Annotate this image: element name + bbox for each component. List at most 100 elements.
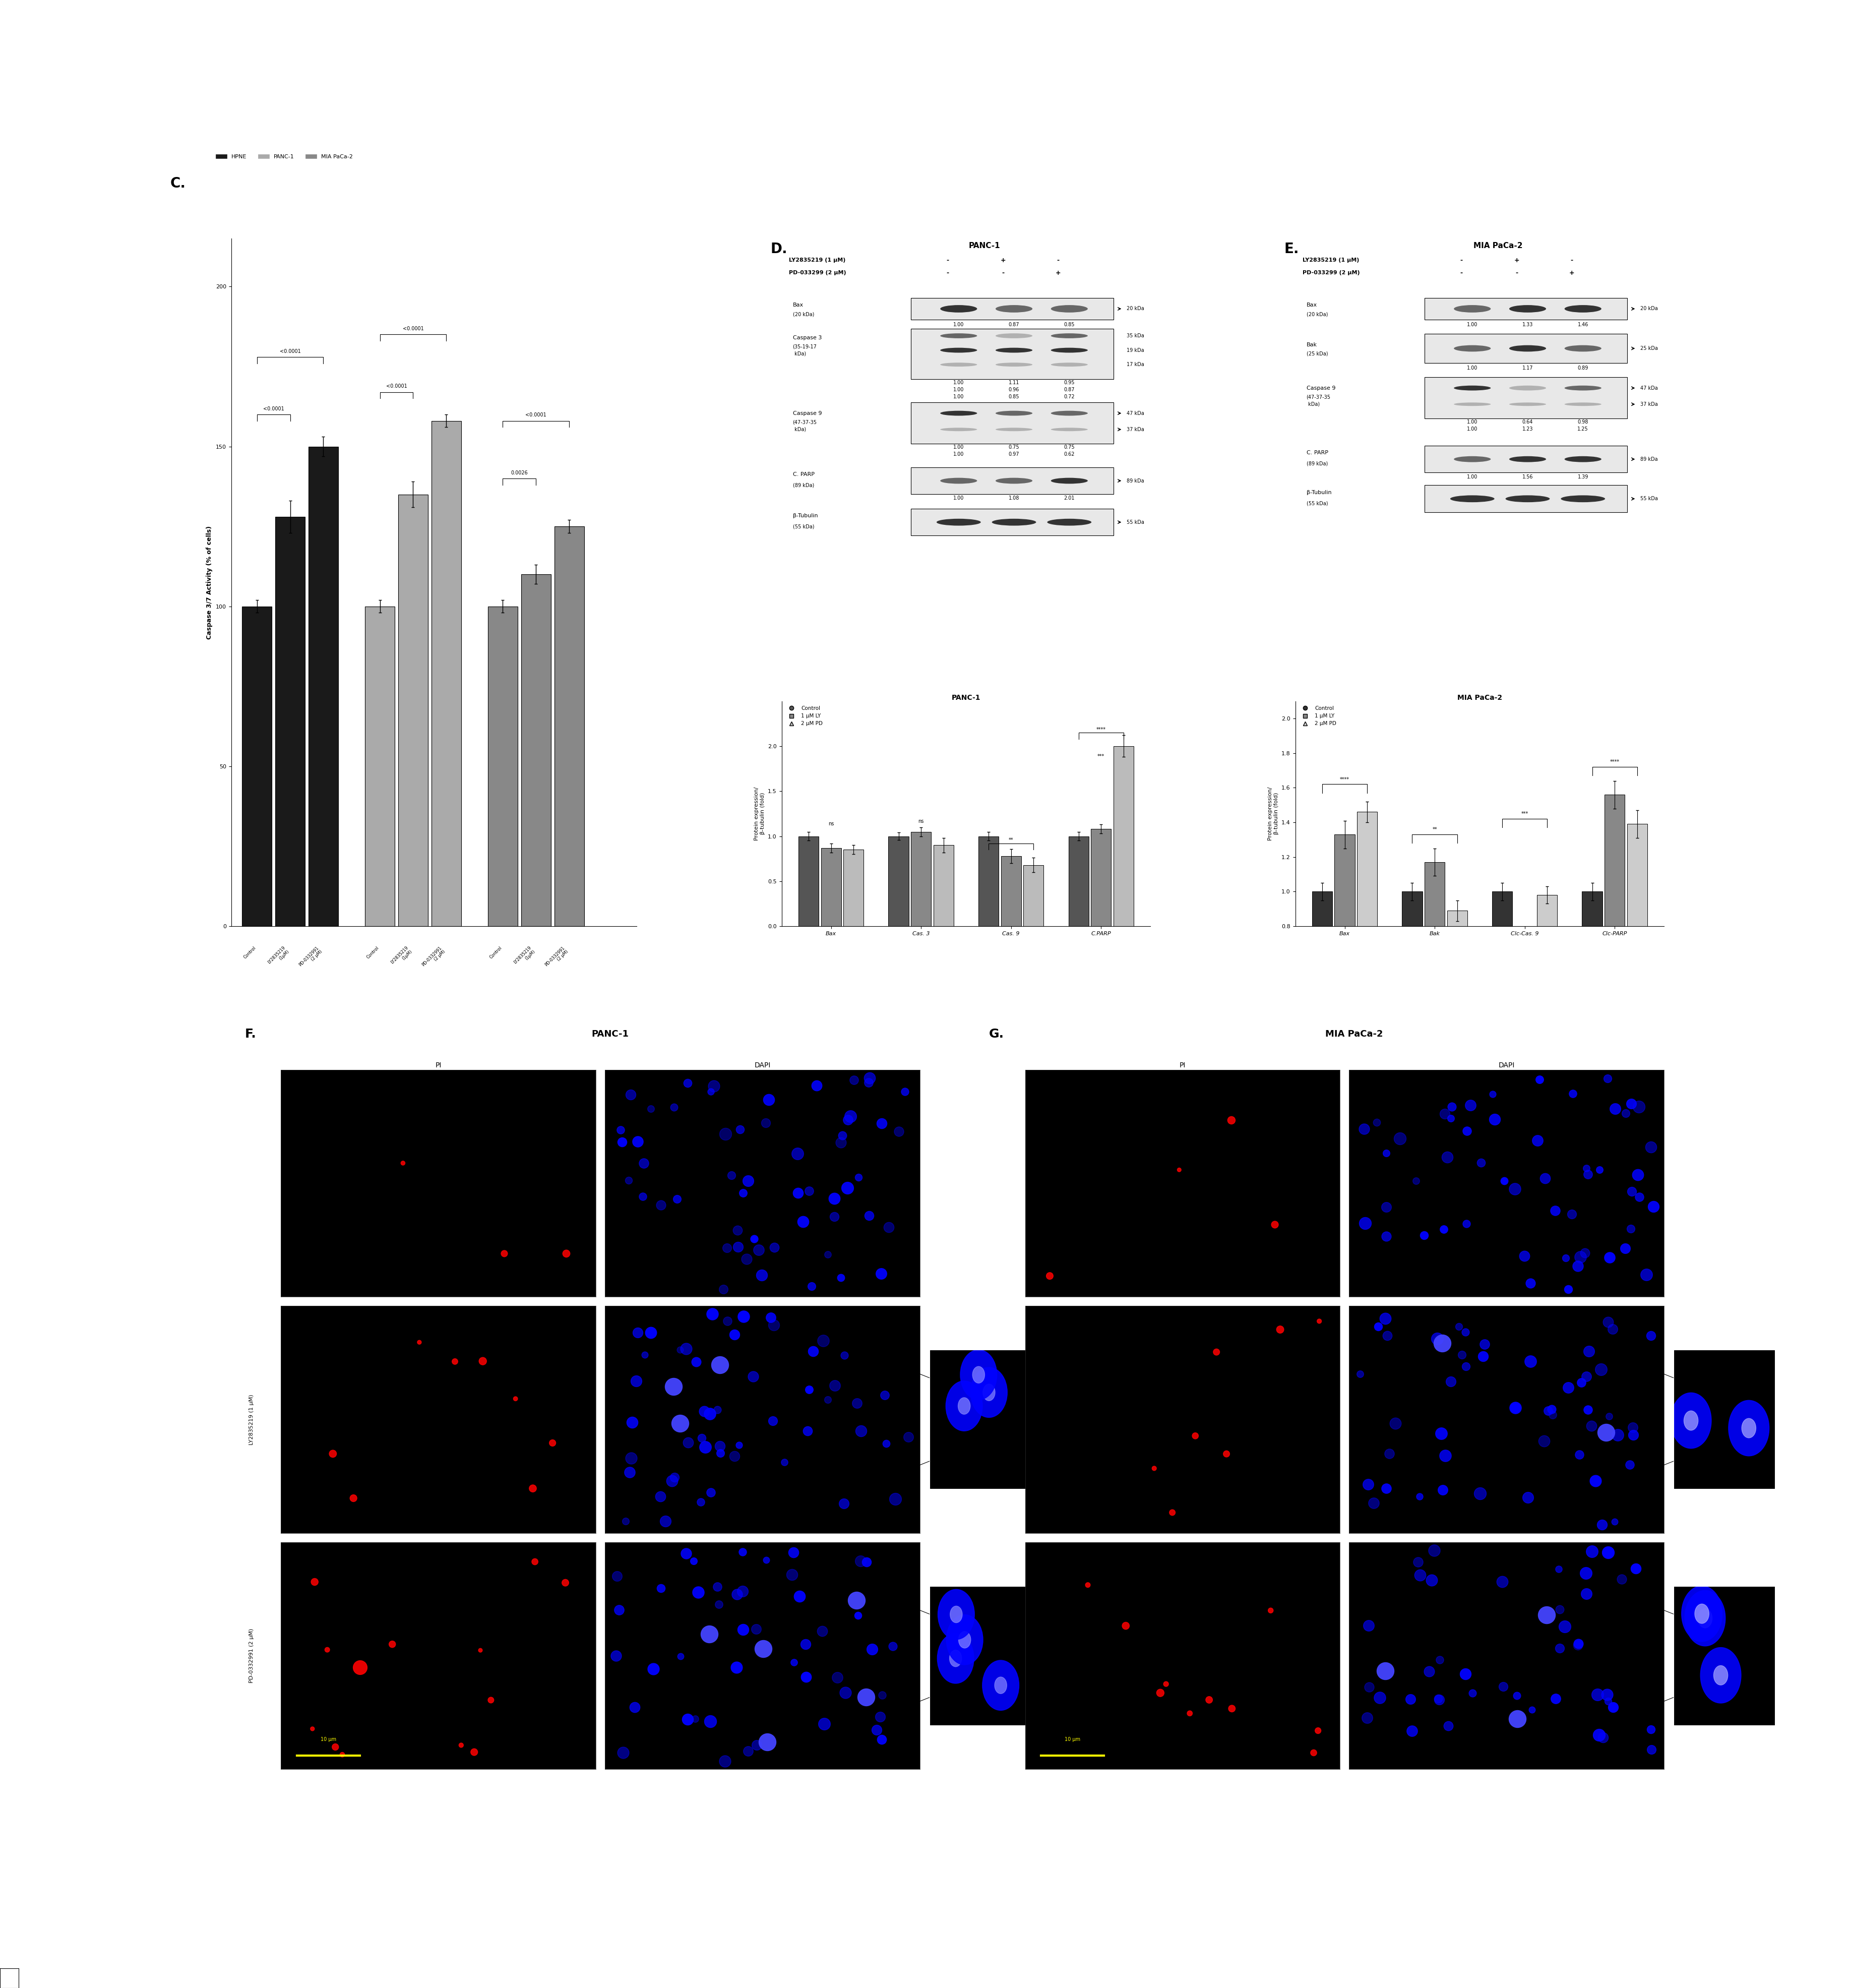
- Ellipse shape: [1453, 386, 1490, 390]
- Text: LY2835219
(1μM): LY2835219 (1μM): [512, 946, 536, 968]
- Text: -: -: [1570, 256, 1573, 264]
- Point: [1649, 294, 1679, 326]
- Text: 1.00: 1.00: [954, 445, 963, 449]
- Circle shape: [1729, 1400, 1769, 1455]
- Text: 0.62: 0.62: [1063, 451, 1074, 457]
- Point: [1823, 744, 1849, 775]
- Circle shape: [950, 1650, 961, 1666]
- Text: Bak: Bak: [1307, 342, 1316, 348]
- Point: [1831, 996, 1849, 1028]
- Point: [971, 853, 1000, 885]
- Point: [912, 1489, 941, 1521]
- Ellipse shape: [1564, 402, 1601, 406]
- Ellipse shape: [1450, 495, 1494, 503]
- Circle shape: [984, 1384, 995, 1402]
- Bar: [912, 298, 1113, 320]
- Text: Control: Control: [488, 946, 503, 960]
- Text: PD-033299 (2 μM): PD-033299 (2 μM): [1304, 270, 1359, 274]
- Text: (89 kDa): (89 kDa): [793, 483, 814, 487]
- Text: (25 kDa): (25 kDa): [1307, 352, 1328, 356]
- Ellipse shape: [941, 348, 976, 352]
- Point: [843, 553, 873, 584]
- Point: [1671, 330, 1701, 362]
- Text: 1.00: 1.00: [954, 495, 963, 501]
- Ellipse shape: [1453, 346, 1490, 352]
- Text: 0.64: 0.64: [1522, 419, 1533, 425]
- Point: [875, 191, 904, 223]
- Text: 1.17: 1.17: [1522, 366, 1533, 370]
- Text: Caspase 9: Caspase 9: [1307, 386, 1335, 390]
- Bar: [1605, 795, 1625, 1066]
- Title: PANC-1: PANC-1: [952, 694, 980, 702]
- Circle shape: [1671, 1394, 1712, 1449]
- Text: (20 kDa): (20 kDa): [1307, 312, 1328, 316]
- Text: 37 kDa: 37 kDa: [1640, 402, 1659, 408]
- Text: MIA PaCa-2: MIA PaCa-2: [1474, 243, 1524, 250]
- Point: [1435, 503, 1464, 535]
- Ellipse shape: [1509, 386, 1546, 390]
- Text: E.: E.: [1285, 243, 1300, 256]
- Title: DAPI: DAPI: [1498, 1062, 1514, 1070]
- Point: [1257, 330, 1287, 362]
- Text: kDa): kDa): [1307, 402, 1320, 408]
- Ellipse shape: [995, 412, 1032, 415]
- Text: **: **: [1010, 837, 1013, 843]
- Circle shape: [960, 1350, 997, 1400]
- Bar: [912, 328, 1113, 380]
- Text: LY2835219 (1 μM): LY2835219 (1 μM): [1304, 258, 1359, 262]
- Text: 0.75: 0.75: [1008, 445, 1019, 449]
- Point: [1703, 1205, 1733, 1237]
- Text: kDa): kDa): [793, 352, 806, 356]
- Text: LY2835219 (1 μM): LY2835219 (1 μM): [250, 1394, 253, 1445]
- Text: PD-033299 (2 μM): PD-033299 (2 μM): [790, 270, 847, 274]
- Text: PD-0332991
(2 μM): PD-0332991 (2 μM): [422, 946, 446, 970]
- Point: [1379, 897, 1409, 928]
- Point: [1616, 1119, 1646, 1151]
- Text: 0.85: 0.85: [1008, 394, 1019, 400]
- Point: [1437, 612, 1466, 644]
- Text: 10 μm: 10 μm: [1065, 1738, 1080, 1741]
- Ellipse shape: [1509, 304, 1546, 312]
- Text: (55 kDa): (55 kDa): [1307, 501, 1328, 505]
- Circle shape: [947, 1614, 984, 1664]
- Text: 1.00: 1.00: [1466, 322, 1477, 328]
- Text: 19 kDa: 19 kDa: [1126, 348, 1145, 352]
- Y-axis label: Protein expression/
β-tubulin (fold): Protein expression/ β-tubulin (fold): [754, 787, 765, 841]
- Bar: [309, 447, 338, 926]
- Ellipse shape: [937, 519, 980, 525]
- Point: [1627, 539, 1657, 571]
- Text: PD-0332991
(2 μM): PD-0332991 (2 μM): [544, 946, 569, 970]
- Text: 1.00: 1.00: [1466, 475, 1477, 479]
- Text: Bax: Bax: [793, 302, 802, 308]
- Text: LY2835219 (1 μM): LY2835219 (1 μM): [790, 258, 845, 262]
- Title: MIA PaCa-2: MIA PaCa-2: [1457, 694, 1501, 702]
- Point: [1710, 1032, 1740, 1064]
- Bar: [1448, 911, 1468, 1066]
- Ellipse shape: [1509, 402, 1546, 406]
- Bar: [1424, 445, 1627, 473]
- Text: F.: F.: [244, 1028, 257, 1040]
- Text: kDa): kDa): [793, 427, 806, 431]
- Text: 0.0026: 0.0026: [510, 471, 529, 475]
- Legend: Control, 1 μM LY, 2 μM PD: Control, 1 μM LY, 2 μM PD: [784, 704, 825, 728]
- Bar: [1024, 865, 1043, 926]
- Text: 20 kDa: 20 kDa: [1126, 306, 1145, 312]
- Text: <0.0001: <0.0001: [386, 384, 407, 390]
- Circle shape: [947, 1382, 982, 1431]
- Bar: [1424, 334, 1627, 364]
- Point: [895, 682, 924, 714]
- Point: [984, 722, 1013, 753]
- Bar: [488, 606, 518, 926]
- Text: 0.87: 0.87: [1063, 388, 1074, 392]
- Bar: [1514, 954, 1535, 1066]
- Point: [1782, 137, 1812, 169]
- Text: -: -: [1461, 256, 1463, 264]
- Ellipse shape: [1509, 455, 1546, 461]
- Ellipse shape: [995, 362, 1032, 366]
- Text: 1.39: 1.39: [1577, 475, 1588, 479]
- Point: [1402, 280, 1431, 312]
- Point: [937, 1294, 967, 1326]
- Text: ***: ***: [1522, 811, 1529, 817]
- Text: 55 kDa: 55 kDa: [1126, 519, 1145, 525]
- Bar: [821, 849, 841, 926]
